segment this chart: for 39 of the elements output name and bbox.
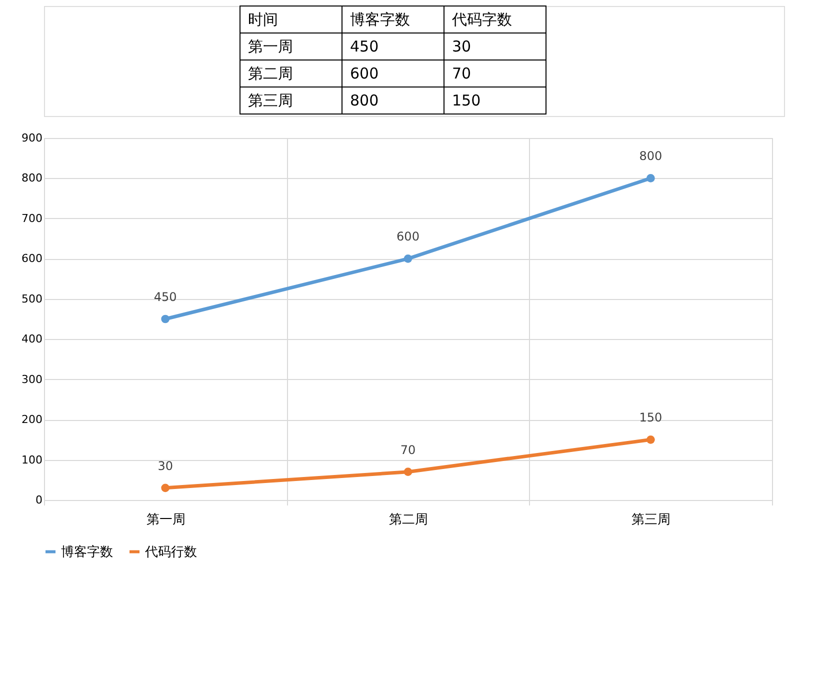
data-label: 450 (154, 290, 177, 304)
text: 时间 (248, 10, 278, 28)
y-tick-label: 400 (22, 332, 42, 346)
text: 800 (350, 92, 379, 110)
y-tick-label: 500 (22, 292, 42, 306)
y-tick-label: 800 (22, 172, 42, 185)
point (404, 254, 412, 263)
point (646, 174, 655, 182)
x-tick-label: 第二周 (389, 512, 428, 528)
y-tick-label: 100 (22, 453, 42, 466)
data-label: 30 (158, 458, 173, 473)
point (161, 484, 170, 492)
y-tick-label: 700 (22, 212, 42, 225)
data-label: 70 (400, 442, 416, 457)
text: 450 (350, 38, 379, 56)
text: 70 (452, 64, 472, 82)
point (404, 468, 412, 476)
text: 第三周 (248, 92, 293, 110)
text: 30 (452, 38, 472, 56)
point (646, 435, 655, 444)
legend-label: 代码行数 (144, 544, 197, 560)
text: 150 (452, 92, 481, 110)
y-tick-label: 0 (36, 494, 42, 506)
x-tick-label: 第三周 (632, 512, 671, 528)
data-label: 150 (639, 410, 662, 425)
data-label: 600 (396, 230, 420, 244)
text: 代码字数 (451, 10, 512, 28)
y-tick-label: 900 (22, 132, 42, 144)
text: 第二周 (248, 64, 293, 82)
legend-label: 博客字数 (61, 544, 113, 560)
y-tick-label: 200 (22, 413, 42, 426)
data-label: 800 (639, 149, 662, 164)
y-tick-label: 600 (22, 252, 42, 266)
y-tick-label: 300 (22, 372, 42, 386)
x-tick-label: 第一周 (146, 512, 186, 528)
text: 第一周 (248, 38, 293, 56)
point (161, 314, 170, 324)
text: 博客字数 (350, 10, 410, 28)
text: 600 (350, 64, 379, 82)
